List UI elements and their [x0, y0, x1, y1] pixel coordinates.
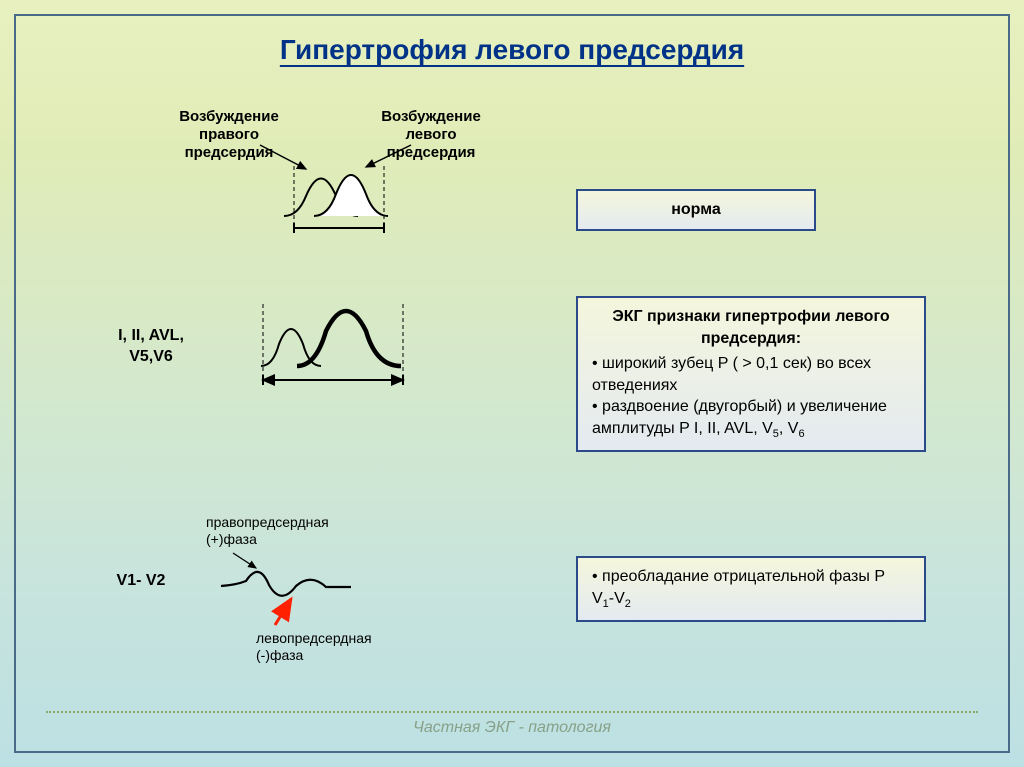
sign-3: • преобладание отрицательной фазы P V1-V… [592, 566, 910, 612]
label-ra-phase: правопредсердная(+)фаза [206, 514, 366, 548]
label-arrows [256, 141, 456, 201]
footer-text: Частная ЭКГ - патология [16, 719, 1008, 737]
sign-2: • раздвоение (двугорбый) и увеличение ам… [592, 396, 910, 442]
signs-title: ЭКГ признаки гипертрофии левого предсерд… [592, 306, 910, 349]
label-la-phase: левопредсердная(-)фаза [256, 630, 426, 664]
chart-hypertrophy [241, 286, 441, 406]
red-arrow [271, 591, 311, 631]
box-signs: ЭКГ признаки гипертрофии левого предсерд… [576, 296, 926, 452]
footer-divider [46, 711, 978, 713]
page-title: Гипертрофия левого предсердия [16, 16, 1008, 74]
box-norm: норма [576, 189, 816, 231]
sign-1: • широкий зубец P ( > 0,1 сек) во всех о… [592, 353, 910, 396]
label-leads1: I, II, AVL,V5,V6 [91, 326, 211, 368]
label-leads2: V1- V2 [91, 571, 191, 592]
box-sign3: • преобладание отрицательной фазы P V1-V… [576, 556, 926, 622]
